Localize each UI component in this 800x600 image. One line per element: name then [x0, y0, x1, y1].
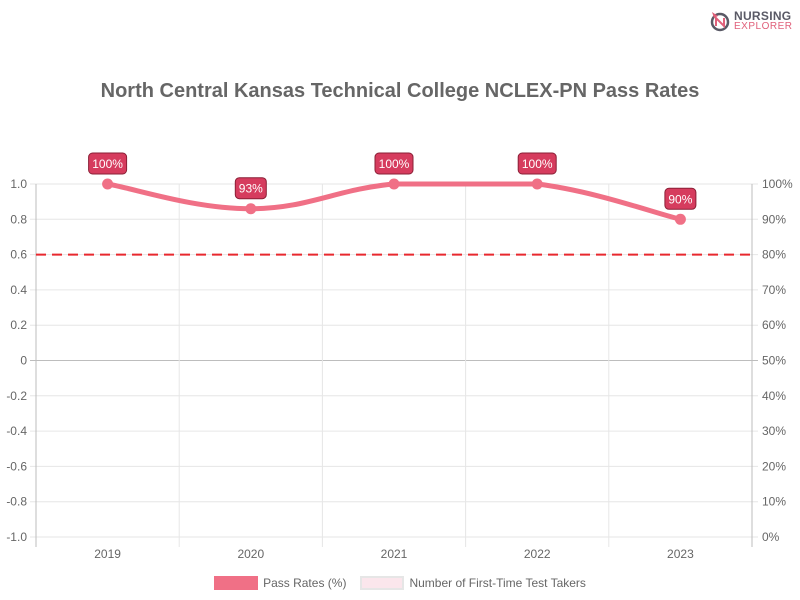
svg-text:90%: 90%	[762, 212, 786, 226]
left-axis: 1.0 0.8 0.6 0.4 0.2 0 -0.2 -0.4 -0.6 -0.8 -1.0	[6, 177, 27, 544]
svg-text:2019: 2019	[94, 547, 121, 561]
svg-text:70%: 70%	[762, 283, 786, 297]
svg-text:0.6: 0.6	[10, 248, 27, 262]
svg-text:2023: 2023	[667, 547, 694, 561]
data-point[interactable]: 90%	[664, 187, 697, 225]
logo-text-explorer: EXPLORER	[734, 21, 793, 32]
svg-text:2020: 2020	[237, 547, 264, 561]
svg-text:30%: 30%	[762, 424, 786, 438]
data-label: 100%	[522, 157, 553, 171]
x-axis: 2019 2020 2021 2022 2023	[94, 547, 694, 561]
legend: Pass Rates (%) Number of First-Time Test…	[0, 576, 800, 590]
svg-text:0%: 0%	[762, 530, 780, 544]
svg-text:80%: 80%	[762, 248, 786, 262]
svg-text:0.8: 0.8	[10, 212, 27, 226]
svg-text:0: 0	[20, 354, 27, 368]
svg-text:-0.4: -0.4	[6, 424, 27, 438]
data-point[interactable]: 100%	[517, 152, 557, 190]
svg-text:50%: 50%	[762, 354, 786, 368]
svg-text:-1.0: -1.0	[6, 530, 27, 544]
legend-label: Number of First-Time Test Takers	[409, 576, 586, 590]
chart-title: North Central Kansas Technical College N…	[100, 80, 700, 102]
logo-text-nursing: NURSING	[734, 9, 792, 23]
svg-text:60%: 60%	[762, 318, 786, 332]
svg-text:1.0: 1.0	[10, 177, 27, 191]
svg-text:-0.2: -0.2	[6, 389, 27, 403]
data-point[interactable]: 100%	[88, 152, 128, 190]
legend-item-pass-rates[interactable]: Pass Rates (%)	[214, 576, 346, 590]
data-points: 100% 93% 100% 100% 90%	[88, 152, 697, 225]
svg-text:100%: 100%	[762, 177, 793, 191]
legend-swatch-test-takers	[360, 576, 405, 590]
right-axis: 100% 90% 80% 70% 60% 50% 40% 30% 20% 10% 0%	[762, 177, 793, 544]
svg-text:10%: 10%	[762, 495, 786, 509]
svg-text:-0.8: -0.8	[6, 495, 27, 509]
data-label: 93%	[239, 182, 263, 196]
svg-text:20%: 20%	[762, 459, 786, 473]
svg-text:0.2: 0.2	[10, 318, 27, 332]
svg-text:40%: 40%	[762, 389, 786, 403]
nursing-explorer-logo: NURSING EXPLORER	[710, 8, 800, 34]
svg-text:0.4: 0.4	[10, 283, 27, 297]
logo-icon	[710, 12, 730, 32]
svg-text:2022: 2022	[524, 547, 551, 561]
legend-label: Pass Rates (%)	[263, 576, 347, 590]
grid-lines	[30, 183, 758, 547]
data-point[interactable]: 93%	[234, 177, 267, 215]
data-label: 100%	[379, 157, 410, 171]
legend-item-test-takers[interactable]: Number of First-Time Test Takers	[360, 576, 586, 590]
data-point[interactable]: 100%	[374, 152, 414, 190]
svg-text:2021: 2021	[381, 547, 408, 561]
data-label: 90%	[668, 192, 692, 206]
data-label: 100%	[92, 157, 123, 171]
legend-swatch-pass-rates	[214, 576, 259, 590]
svg-text:-0.6: -0.6	[6, 459, 27, 473]
